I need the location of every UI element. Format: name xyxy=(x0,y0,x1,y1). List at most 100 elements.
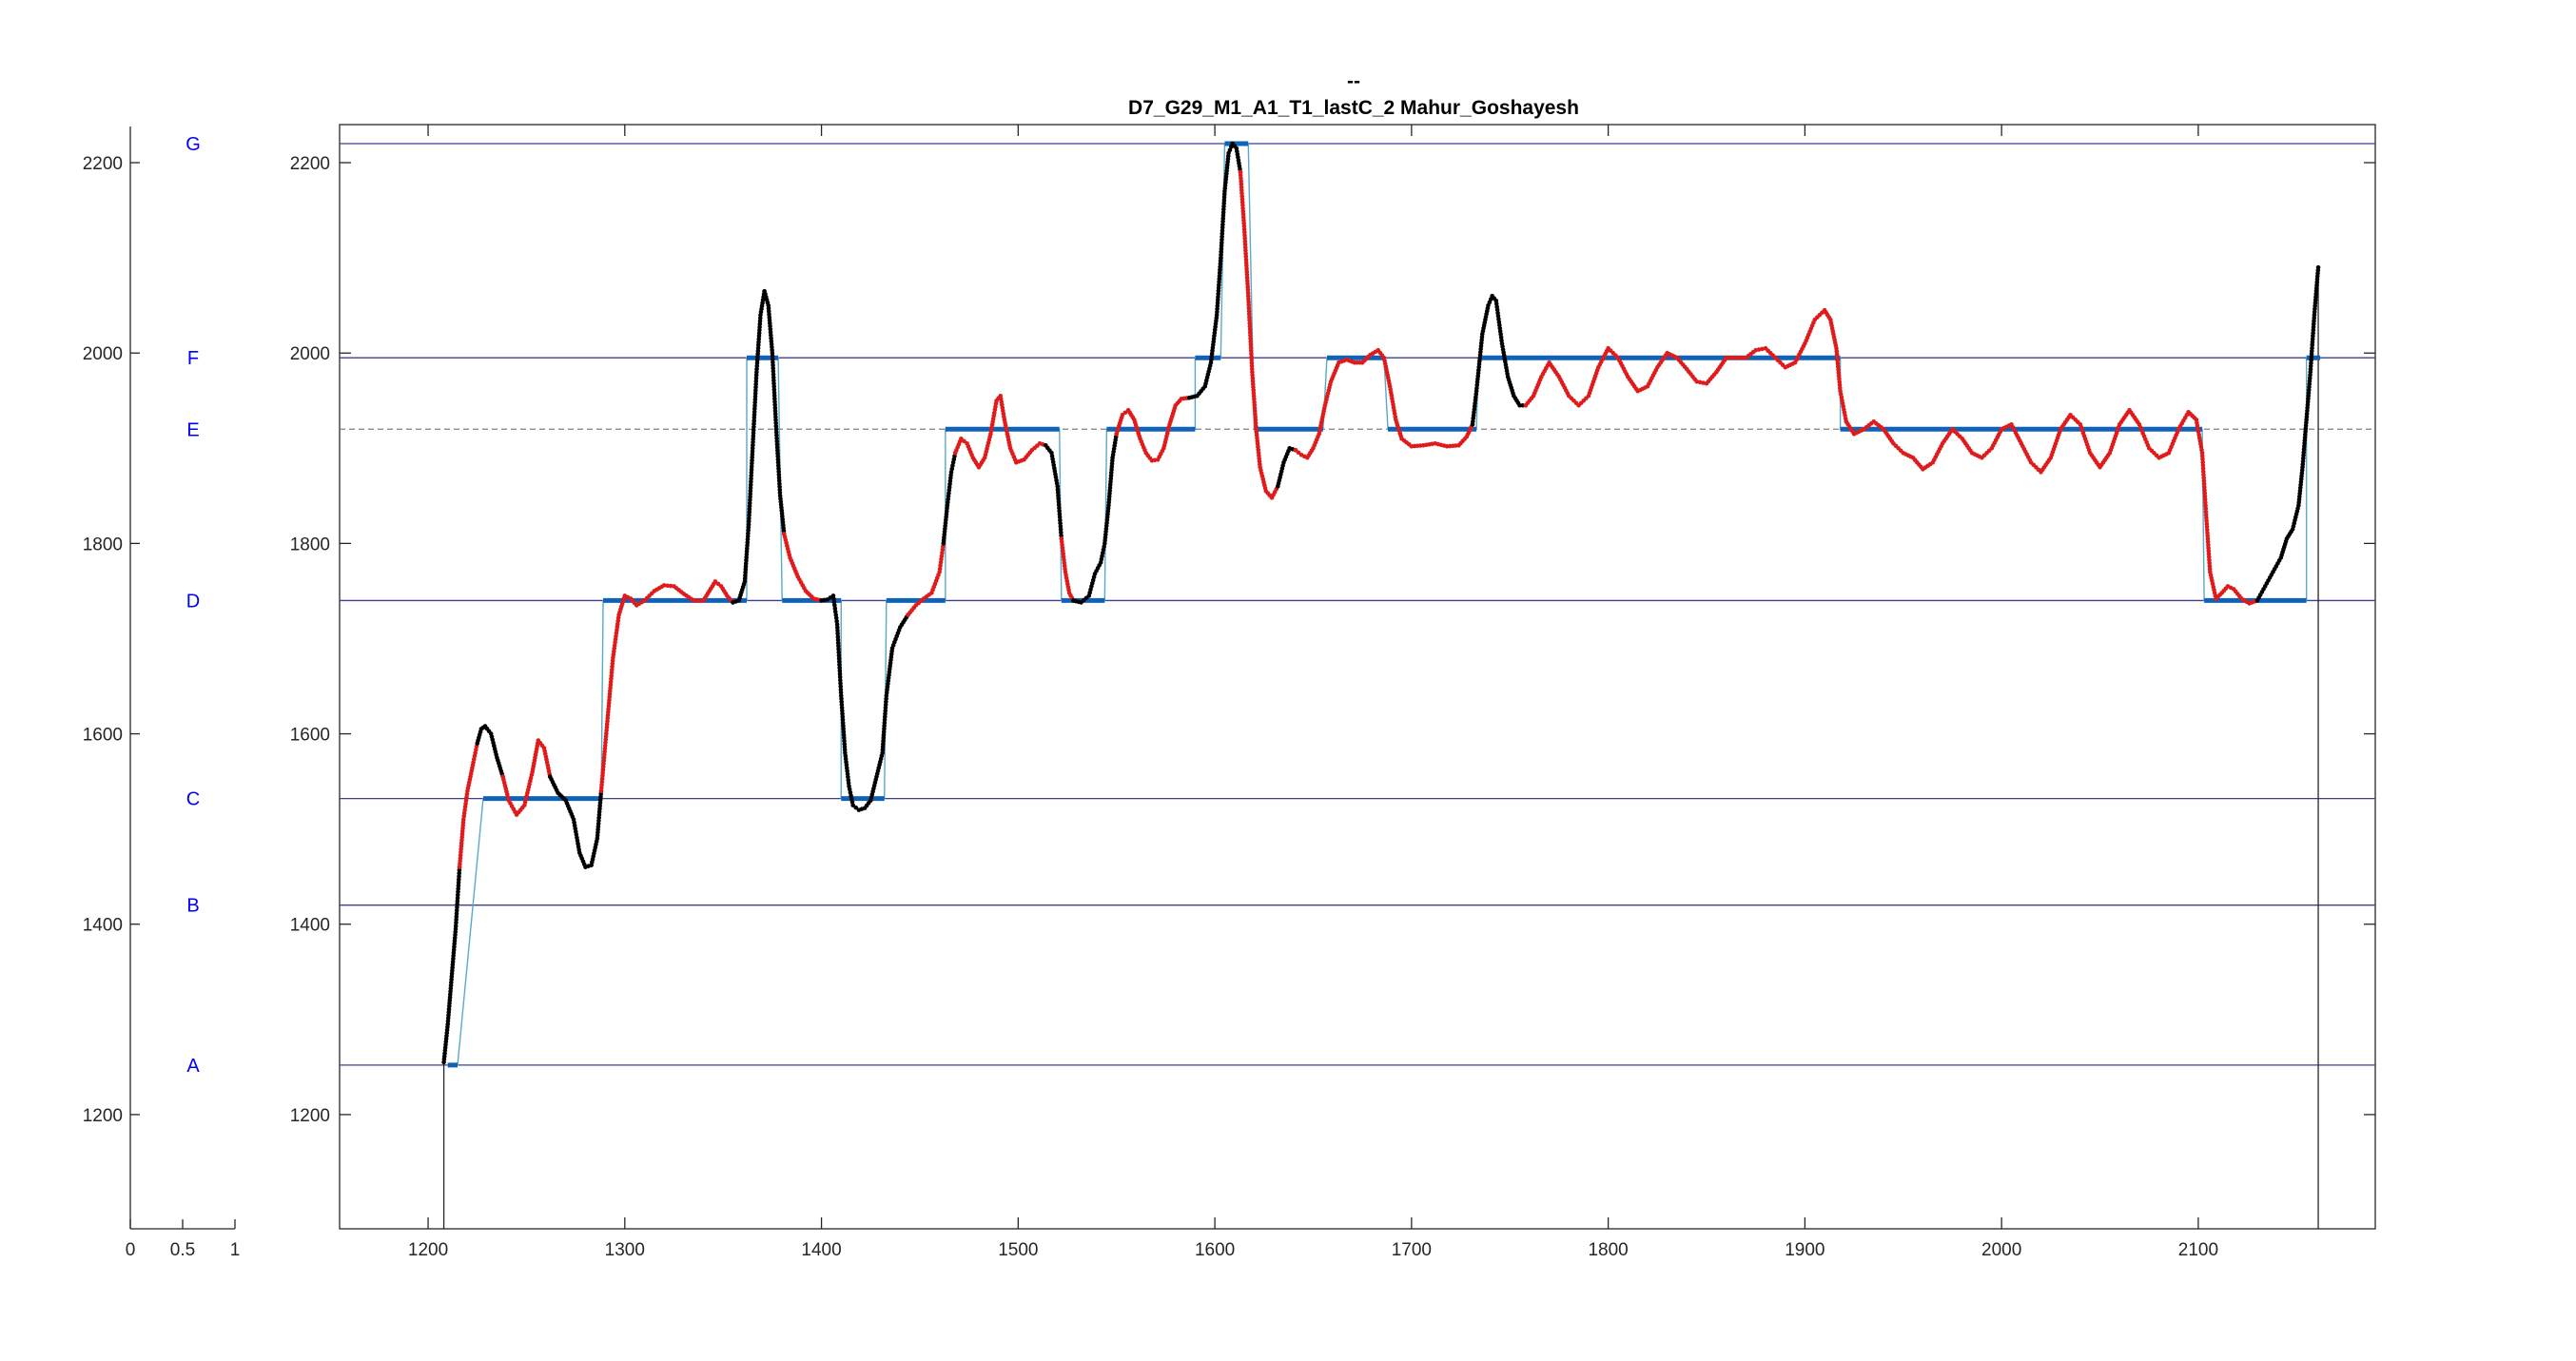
note-label-f: F xyxy=(187,348,199,369)
x-tick-label: 1800 xyxy=(1588,1240,1628,1260)
black-point xyxy=(836,659,842,664)
x-tick-label: 2000 xyxy=(1981,1240,2021,1260)
red-point xyxy=(2203,509,2209,515)
black-point xyxy=(454,907,459,913)
chart-title: -- xyxy=(1347,70,1360,92)
note-y-tick-label: 1800 xyxy=(83,535,123,554)
note-x-ticks: 0 0.5 1 xyxy=(126,1219,240,1260)
red-point xyxy=(2200,457,2205,462)
note-y-tick-label: 2200 xyxy=(83,154,123,174)
red-point xyxy=(661,583,667,588)
black-point xyxy=(454,917,459,923)
red-point xyxy=(1760,346,1765,352)
black-point xyxy=(456,880,461,885)
black-point xyxy=(455,904,459,910)
black-point xyxy=(456,883,461,888)
red-point xyxy=(1122,410,1128,416)
black-point xyxy=(836,643,841,649)
black-point xyxy=(837,674,843,680)
red-point xyxy=(1293,447,1298,453)
black-point xyxy=(2315,264,2321,270)
red-point xyxy=(2202,491,2208,496)
note-label-g: G xyxy=(185,134,201,155)
red-point xyxy=(1753,347,1758,353)
black-point xyxy=(457,867,462,873)
note-x-tick-label: 0.5 xyxy=(170,1240,195,1260)
note-label-e: E xyxy=(186,419,199,440)
red-point xyxy=(1740,355,1746,360)
black-point xyxy=(456,886,460,891)
x-tick-label: 1900 xyxy=(1785,1240,1825,1260)
black-point xyxy=(838,687,844,692)
black-point xyxy=(836,652,842,658)
x-tick-label: 1300 xyxy=(605,1240,645,1260)
black-point xyxy=(835,634,841,639)
red-point xyxy=(2200,463,2206,468)
red-point xyxy=(2202,488,2207,493)
red-point xyxy=(691,598,696,603)
red-point xyxy=(2202,496,2208,502)
note-label-a: A xyxy=(186,1056,200,1077)
red-point xyxy=(2203,500,2208,505)
black-point xyxy=(838,690,844,695)
red-point xyxy=(712,579,718,584)
red-point xyxy=(2203,506,2209,512)
pitch-y-ticks: 1200 1400 1600 1800 2000 2200 xyxy=(290,154,2375,1126)
red-point xyxy=(1730,355,1735,360)
black-point xyxy=(454,911,459,916)
note-axis-background xyxy=(130,126,235,1229)
black-point xyxy=(455,895,460,901)
red-point xyxy=(715,581,721,587)
x-tick-label: 2100 xyxy=(2178,1240,2218,1260)
black-point xyxy=(454,914,459,920)
black-point xyxy=(456,889,460,894)
red-point xyxy=(1733,355,1739,360)
x-tick-label: 1400 xyxy=(801,1240,841,1260)
black-point xyxy=(834,622,840,627)
black-point xyxy=(837,671,843,676)
red-point xyxy=(962,438,966,444)
black-point xyxy=(455,902,459,907)
red-point xyxy=(2202,484,2207,490)
black-point xyxy=(835,628,840,633)
black-point xyxy=(837,662,842,668)
black-point xyxy=(457,870,462,876)
red-point xyxy=(2202,494,2208,499)
black-point xyxy=(455,899,460,904)
pitch-x-ticks: 1200 1300 1400 1500 1600 1700 1800 1900 2000 2100 xyxy=(408,125,2218,1260)
note-y-ticks: 1200 1400 1600 1800 2000 2200 xyxy=(83,154,140,1126)
black-point xyxy=(453,924,459,928)
black-point xyxy=(456,877,461,882)
black-point xyxy=(838,681,843,686)
red-point xyxy=(959,436,964,441)
y-tick-label: 1400 xyxy=(290,916,330,936)
black-point xyxy=(836,650,842,655)
red-point xyxy=(1120,412,1125,418)
chart-subtitle: D7_G29_M1_A1_T1_lastC_2 Mahur_Goshayesh xyxy=(1128,97,1579,119)
black-point xyxy=(838,677,843,683)
black-point xyxy=(455,892,460,898)
red-point xyxy=(2201,472,2206,477)
red-point xyxy=(2201,478,2207,483)
black-point xyxy=(835,631,840,636)
note-y-tick-label: 2000 xyxy=(83,344,123,364)
red-point xyxy=(2200,469,2206,475)
red-point xyxy=(1296,450,1301,456)
red-point xyxy=(2199,450,2205,456)
black-point xyxy=(850,803,855,807)
note-y-tick-label: 1400 xyxy=(83,916,123,936)
note-label-c: C xyxy=(186,789,200,810)
black-point xyxy=(853,805,859,810)
red-point xyxy=(668,583,673,589)
red-point xyxy=(2203,503,2208,508)
note-label-d: D xyxy=(186,591,200,612)
black-point xyxy=(835,637,841,643)
x-tick-label: 1200 xyxy=(408,1240,448,1260)
red-point xyxy=(694,598,699,603)
note-x-tick-label: 0 xyxy=(126,1240,136,1260)
red-point xyxy=(1697,379,1703,385)
red-point xyxy=(2199,454,2205,458)
red-point xyxy=(1694,379,1699,384)
black-point xyxy=(457,874,461,879)
